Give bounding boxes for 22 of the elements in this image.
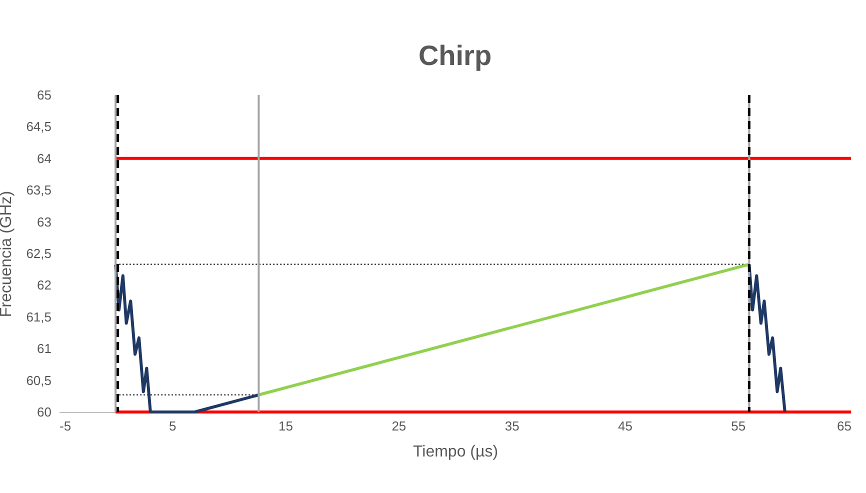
chart-title: Chirp	[418, 40, 492, 71]
y-tick-label: 61,5	[26, 309, 52, 324]
y-tick-label: 60	[37, 404, 52, 420]
x-axis-title: Tiempo (µs)	[412, 444, 498, 460]
y-tick-label: 61	[37, 341, 52, 356]
y-tick-label: 63	[37, 214, 52, 230]
x-tick-label: 5	[169, 418, 176, 434]
y-tick-label: 62,5	[26, 246, 52, 261]
x-tick-label: 65	[837, 418, 852, 434]
x-tick-label: 45	[618, 418, 632, 434]
y-tick-label: 65	[37, 88, 52, 102]
x-tick-label: -5	[60, 418, 72, 434]
y-tick-label: 60,5	[26, 372, 52, 388]
y-tick-label: 64	[37, 150, 52, 166]
x-tick-label: 25	[392, 418, 406, 434]
y-tick-label: 62	[37, 278, 52, 293]
y-axis-title: Frecuencia (GHz)	[0, 190, 16, 318]
x-tick-label: 55	[731, 418, 746, 434]
y-tick-label: 63,5	[26, 182, 52, 198]
y-tick-label: 64,5	[26, 119, 52, 134]
x-tick-label: 35	[504, 418, 520, 434]
x-tick-label: 15	[278, 418, 294, 434]
